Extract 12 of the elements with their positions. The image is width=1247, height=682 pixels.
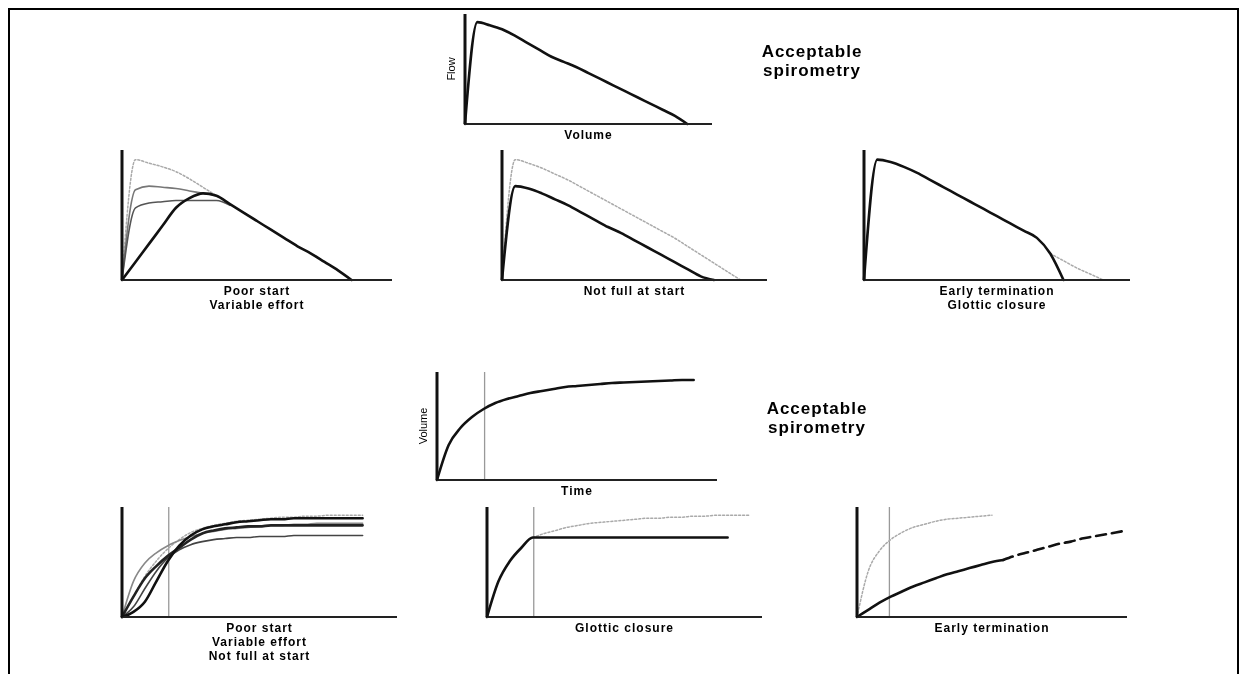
y-axis-title: Volume xyxy=(417,407,429,445)
x-axis-title: Not full at start xyxy=(583,284,686,298)
x-axis-title: Early termination Glottic closure xyxy=(939,284,1055,312)
x-axis-title: Volume xyxy=(564,128,613,142)
x-axis-title: Poor start Variable effort xyxy=(209,284,305,312)
text: Acceptable spirometry xyxy=(761,42,863,80)
x-axis-title: Time xyxy=(561,484,593,498)
x-axis-title: Glottic closure xyxy=(574,621,675,635)
text: Acceptable spirometry xyxy=(766,399,868,437)
x-axis-title: Early termination xyxy=(934,621,1050,635)
y-axis-title: Flow xyxy=(445,57,457,81)
x-axis-title: Poor start Variable effort Not full at start xyxy=(208,621,311,663)
